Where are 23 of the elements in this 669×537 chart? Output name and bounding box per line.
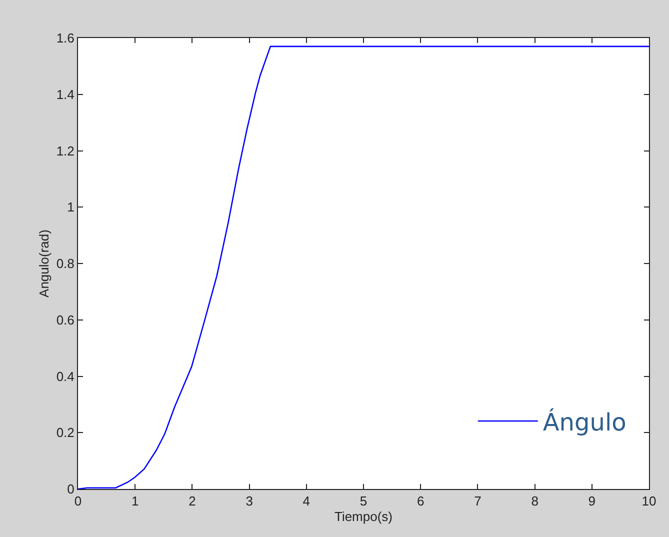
x-tick-label: 7 xyxy=(474,494,482,509)
y-tick-label: 1.6 xyxy=(56,30,74,46)
y-tick-label: 1.4 xyxy=(56,86,74,102)
x-tick-label: 9 xyxy=(588,494,596,509)
y-axis-title: Angulo(rad) xyxy=(36,230,52,298)
x-tick-label: 5 xyxy=(360,494,368,509)
x-tick-label: 4 xyxy=(302,494,310,509)
x-tick-label: 8 xyxy=(531,494,538,509)
x-tick-label: 6 xyxy=(416,494,424,509)
x-tick-label: 1 xyxy=(131,494,139,509)
x-axis-title: Tiempo(s) xyxy=(334,509,393,524)
line-series xyxy=(78,46,649,489)
y-tick-label: 0.8 xyxy=(56,256,74,272)
y-tick-label: 0.6 xyxy=(56,312,74,328)
y-tick-label: 1 xyxy=(67,200,74,215)
x-tick-label: 2 xyxy=(188,494,196,509)
legend-label: Ángulo xyxy=(542,407,626,436)
x-tick-label: 10 xyxy=(642,494,656,509)
y-tick-label: 0.2 xyxy=(56,425,74,440)
y-tick-label: 1.2 xyxy=(56,143,74,158)
y-tick-label: 0 xyxy=(67,482,74,497)
x-tick-label: 3 xyxy=(246,494,253,509)
y-tick-label: 0.4 xyxy=(56,368,74,384)
